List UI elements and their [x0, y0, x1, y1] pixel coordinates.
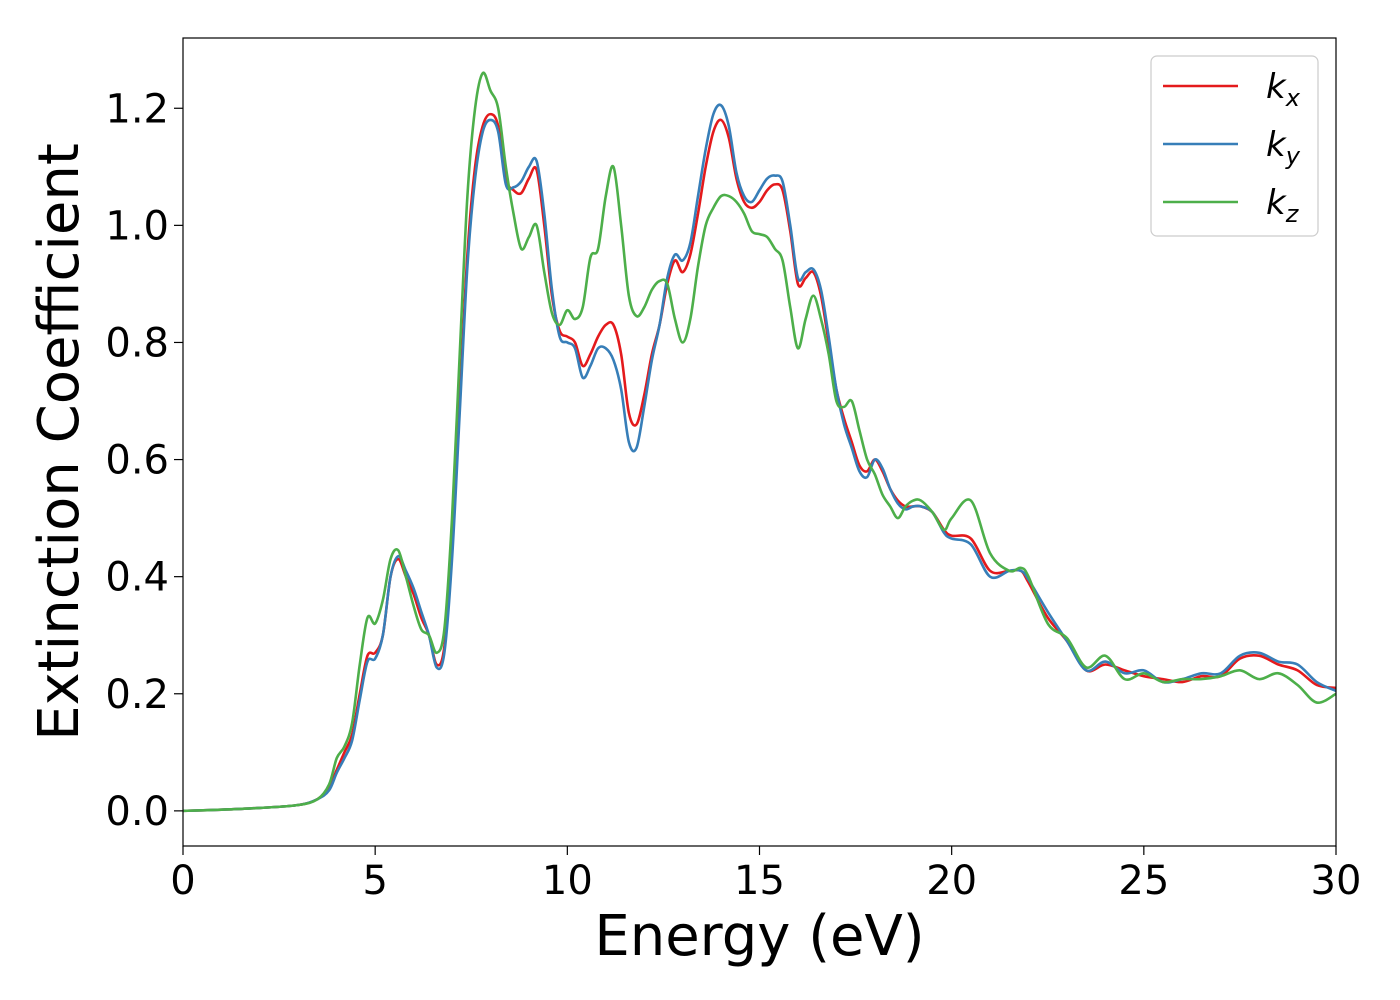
series-line-k-z [183, 71, 1336, 813]
x-tick-label: 20 [926, 858, 977, 904]
x-tick-label: 25 [1118, 858, 1169, 904]
x-axis-ticks: 0 5 10 15 20 25 30 [170, 846, 1361, 904]
x-tick-label: 5 [362, 858, 387, 904]
y-tick-label: 0.6 [105, 438, 169, 484]
y-tick-label: 0.4 [105, 555, 169, 601]
legend-box [1150, 55, 1319, 237]
y-tick-label: 0.0 [105, 789, 169, 835]
y-axis-label: Extinction Coefficient [27, 143, 92, 741]
y-tick-label: 1.0 [105, 203, 169, 249]
legend: kx ky kz [1150, 55, 1319, 237]
x-tick-label: 0 [170, 858, 195, 904]
x-tick-label: 10 [542, 858, 593, 904]
legend-label: kx [1266, 67, 1301, 112]
x-tick-label: 15 [734, 858, 785, 904]
legend-label: kz [1266, 183, 1300, 228]
x-tick-label: 30 [1311, 858, 1362, 904]
y-tick-label: 0.8 [105, 320, 169, 366]
legend-label: ky [1266, 125, 1301, 170]
x-axis-label: Energy (eV) [594, 904, 924, 969]
y-tick-label: 0.2 [105, 672, 169, 718]
y-tick-label: 1.2 [105, 86, 169, 132]
series-layer [183, 71, 1336, 813]
y-axis-ticks: 0.0 0.2 0.4 0.6 0.8 1.0 1.2 [105, 86, 183, 835]
